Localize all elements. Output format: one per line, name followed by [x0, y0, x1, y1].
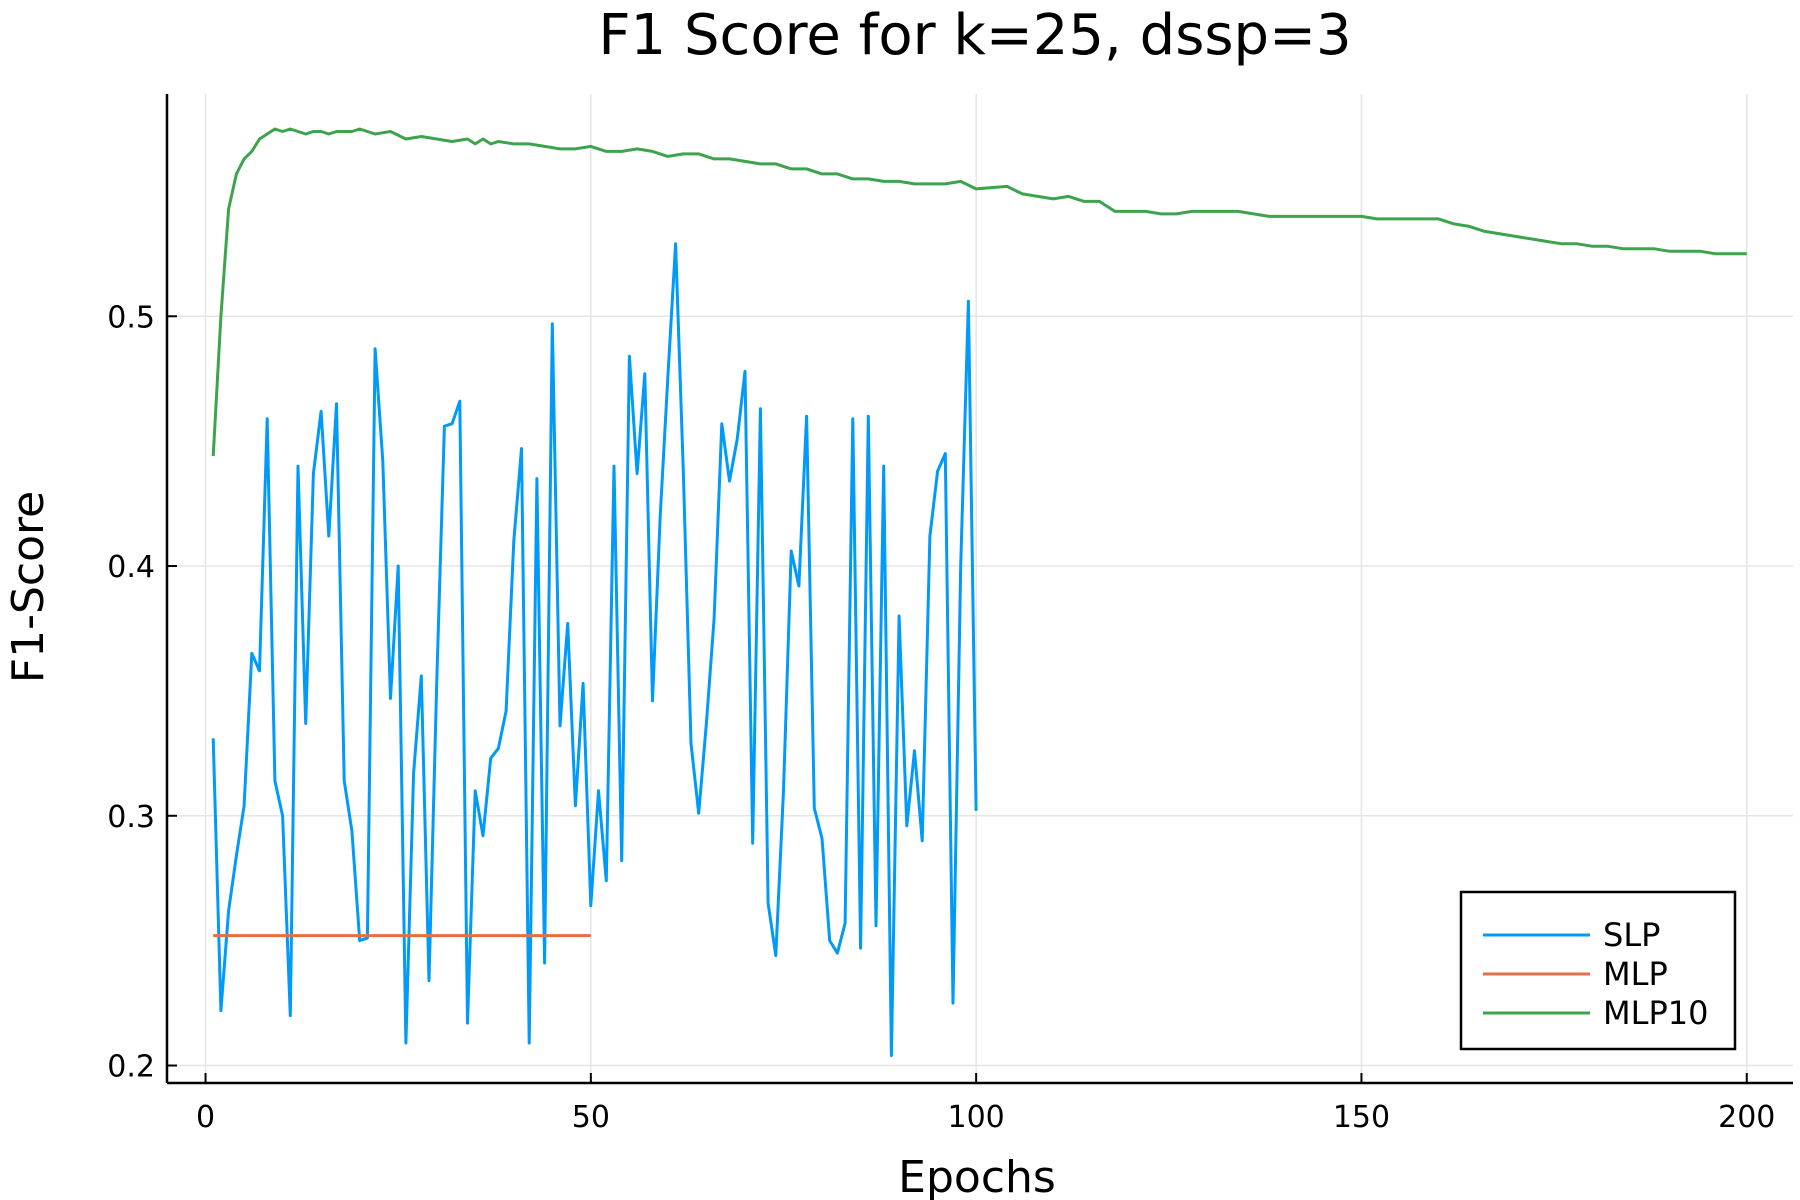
y-ticks: 0.2 0.3 0.4 0.5 — [107, 300, 177, 1085]
y-axis-label: F1-Score — [3, 491, 54, 683]
y-tick-label: 0.5 — [107, 300, 155, 335]
y-tick-label: 0.3 — [107, 800, 155, 835]
chart-title: F1 Score for k=25, dssp=3 — [598, 3, 1351, 68]
legend-label-mlp10: MLP10 — [1603, 994, 1708, 1032]
x-ticks: 0 50 100 150 200 — [196, 1073, 1775, 1135]
x-tick-label: 200 — [1718, 1100, 1775, 1135]
x-tick-label: 0 — [196, 1100, 215, 1135]
grid — [167, 94, 1793, 1083]
x-tick-label: 150 — [1333, 1100, 1390, 1135]
axes — [165, 94, 1793, 1085]
legend-box — [1459, 890, 1737, 1051]
series-line-mlp10 — [211, 127, 1747, 457]
x-tick-label: 100 — [948, 1100, 1005, 1135]
x-axis-label: Epochs — [898, 1152, 1056, 1200]
series-layer — [211, 127, 1747, 1057]
x-tick-label: 50 — [572, 1100, 610, 1135]
legend-label-mlp: MLP — [1603, 955, 1668, 993]
y-tick-label: 0.4 — [107, 550, 155, 585]
legend-label-slp: SLP — [1603, 916, 1660, 954]
y-tick-label: 0.2 — [107, 1050, 155, 1085]
series-line-slp — [211, 242, 978, 1057]
